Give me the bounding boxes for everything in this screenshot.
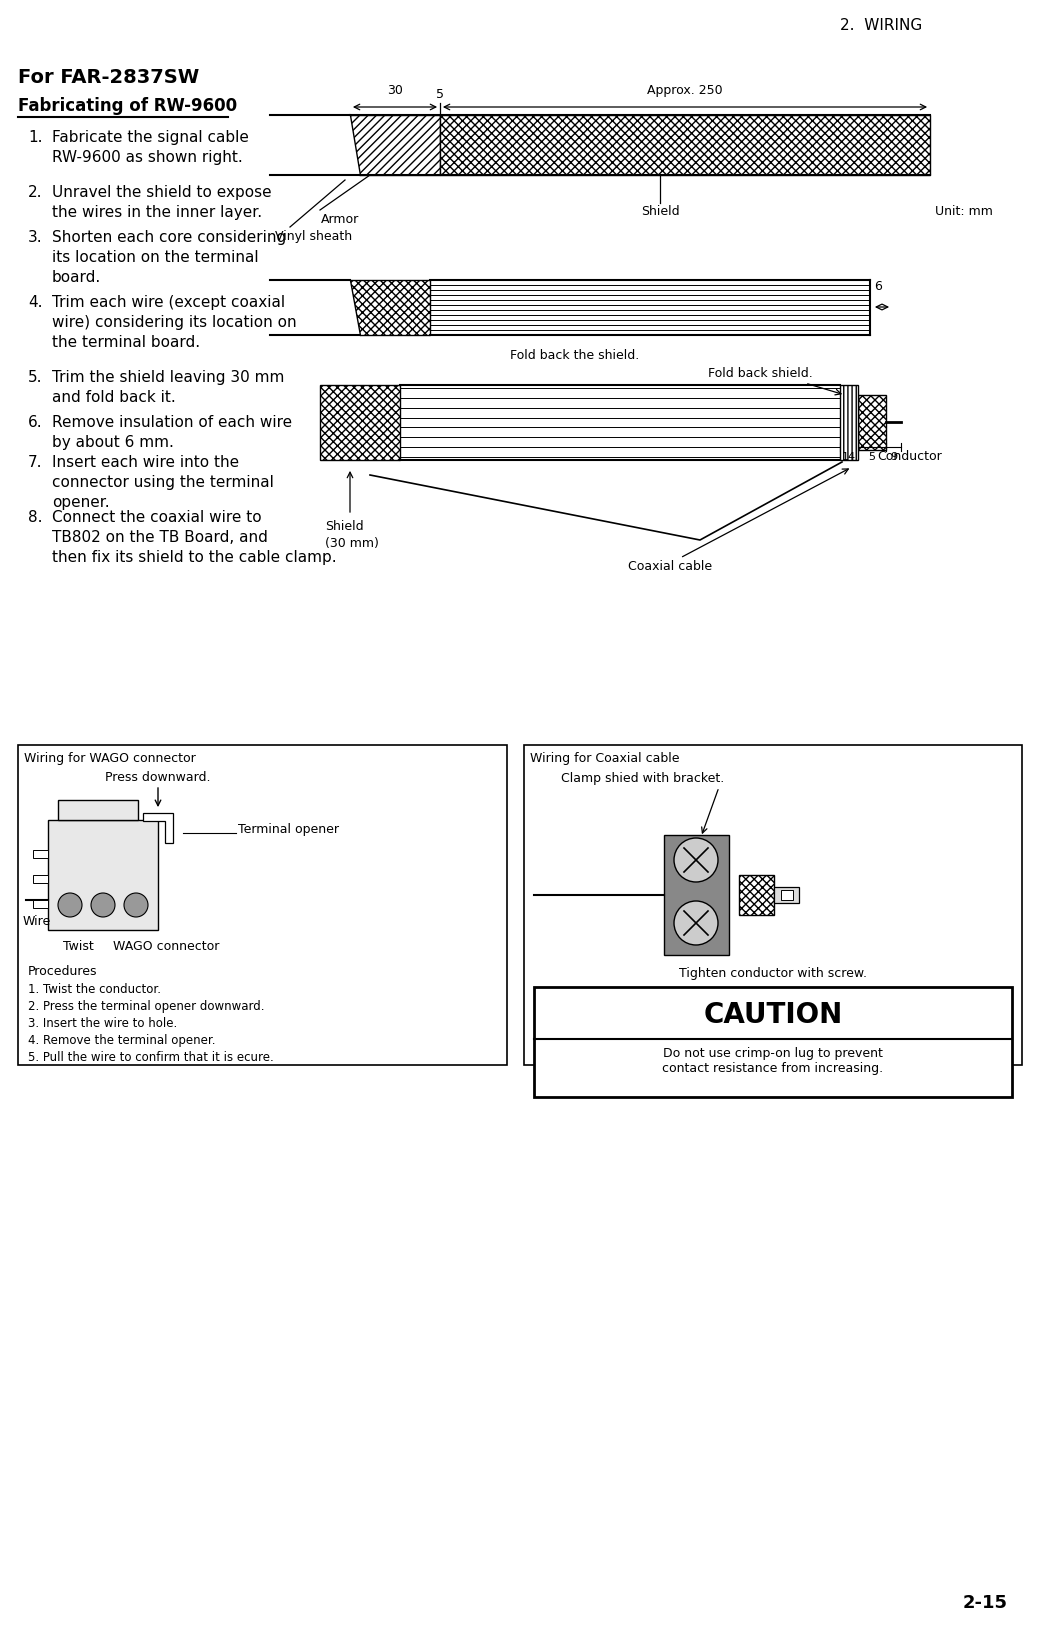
Text: Fold back shield.: Fold back shield. [708,367,813,380]
Text: CAUTION: CAUTION [703,1000,843,1030]
Text: Trim each wire (except coaxial: Trim each wire (except coaxial [52,295,286,310]
Circle shape [58,893,82,917]
Text: 5.: 5. [28,370,43,385]
Text: Fold back the shield.: Fold back the shield. [510,349,639,362]
Text: Insert each wire into the: Insert each wire into the [52,455,239,470]
Text: TB802 on the TB Board, and: TB802 on the TB Board, and [52,530,268,545]
Text: Tighten conductor with screw.: Tighten conductor with screw. [679,968,867,979]
Text: 1.: 1. [28,131,43,145]
Circle shape [91,893,115,917]
Bar [524,744,1022,1066]
Bar [33,899,48,907]
Text: by about 6 mm.: by about 6 mm. [52,436,174,450]
Text: 2.  WIRING: 2. WIRING [840,18,922,33]
Bar [774,888,799,902]
Text: 6.: 6. [28,415,43,429]
Polygon shape [320,385,400,460]
Bar [33,875,48,883]
Text: 7.: 7. [28,455,43,470]
Text: Unit: mm: Unit: mm [935,206,993,219]
Text: Remove insulation of each wire: Remove insulation of each wire [52,415,292,429]
Bar [534,987,1012,1097]
Text: Shorten each core considering: Shorten each core considering [52,230,287,245]
Circle shape [124,893,148,917]
Text: Clamp shied with bracket.: Clamp shied with bracket. [561,772,724,785]
Text: and fold back it.: and fold back it. [52,390,176,405]
Text: 14: 14 [842,452,857,462]
Text: For FAR-2837SW: For FAR-2837SW [18,69,199,86]
Text: then fix its shield to the cable clamp.: then fix its shield to the cable clamp. [52,550,337,565]
Text: 30: 30 [387,83,403,96]
Text: Conductor: Conductor [877,450,942,463]
Text: connector using the terminal: connector using the terminal [52,475,274,490]
Bar [664,836,729,955]
Text: Armor: Armor [321,214,359,225]
Text: 2.: 2. [28,184,43,201]
Text: Press downward.: Press downward. [105,770,210,783]
Text: Wiring for WAGO connector: Wiring for WAGO connector [24,752,196,765]
Text: opener.: opener. [52,494,109,509]
Text: WAGO connector: WAGO connector [113,940,220,953]
Text: Fabricating of RW-9600: Fabricating of RW-9600 [18,96,238,114]
Text: its location on the terminal: its location on the terminal [52,250,258,264]
Text: Wiring for Coaxial cable: Wiring for Coaxial cable [530,752,679,765]
Text: Shield: Shield [641,206,679,219]
Text: RW-9600 as shown right.: RW-9600 as shown right. [52,150,243,165]
Polygon shape [858,395,886,450]
Text: Vinyl sheath: Vinyl sheath [275,230,352,243]
Text: Wire: Wire [23,916,51,929]
Bar [33,850,48,858]
Bar [840,385,858,460]
Polygon shape [350,114,440,175]
Text: 2-15: 2-15 [963,1594,1008,1612]
Polygon shape [440,114,931,175]
Polygon shape [350,281,430,335]
Text: Procedures: Procedures [28,965,98,978]
Circle shape [674,901,718,945]
Text: 9: 9 [891,452,897,462]
Text: the wires in the inner layer.: the wires in the inner layer. [52,206,263,220]
Text: wire) considering its location on: wire) considering its location on [52,315,297,330]
Text: Trim the shield leaving 30 mm: Trim the shield leaving 30 mm [52,370,284,385]
Polygon shape [48,819,158,930]
Text: Approx. 250: Approx. 250 [647,83,723,96]
Text: 2. Press the terminal opener downward.: 2. Press the terminal opener downward. [28,1000,265,1013]
Text: Do not use crimp-on lug to prevent
contact resistance from increasing.: Do not use crimp-on lug to prevent conta… [663,1048,884,1075]
Text: 1. Twist the conductor.: 1. Twist the conductor. [28,982,162,996]
Polygon shape [739,875,774,916]
Polygon shape [143,813,173,844]
Text: Unravel the shield to expose: Unravel the shield to expose [52,184,272,201]
Text: board.: board. [52,269,101,286]
Text: 4.: 4. [28,295,43,310]
Text: Shield
(30 mm): Shield (30 mm) [325,521,379,550]
Bar [18,744,507,1066]
Text: 6: 6 [874,281,882,294]
Text: 5: 5 [436,88,444,101]
Bar [782,889,793,899]
Text: Twist: Twist [63,940,94,953]
Text: Connect the coaxial wire to: Connect the coaxial wire to [52,509,262,526]
Text: 5: 5 [868,452,875,462]
Text: Coaxial cable: Coaxial cable [628,560,712,573]
Text: the terminal board.: the terminal board. [52,335,200,349]
Polygon shape [58,800,138,819]
Circle shape [674,837,718,881]
Text: 3.: 3. [28,230,43,245]
Text: 3. Insert the wire to hole.: 3. Insert the wire to hole. [28,1017,177,1030]
Text: Fabricate the signal cable: Fabricate the signal cable [52,131,249,145]
Text: 8.: 8. [28,509,43,526]
Text: Terminal opener: Terminal opener [238,824,339,837]
Text: 5. Pull the wire to confirm that it is ecure.: 5. Pull the wire to confirm that it is e… [28,1051,274,1064]
Text: 4. Remove the terminal opener.: 4. Remove the terminal opener. [28,1035,216,1048]
